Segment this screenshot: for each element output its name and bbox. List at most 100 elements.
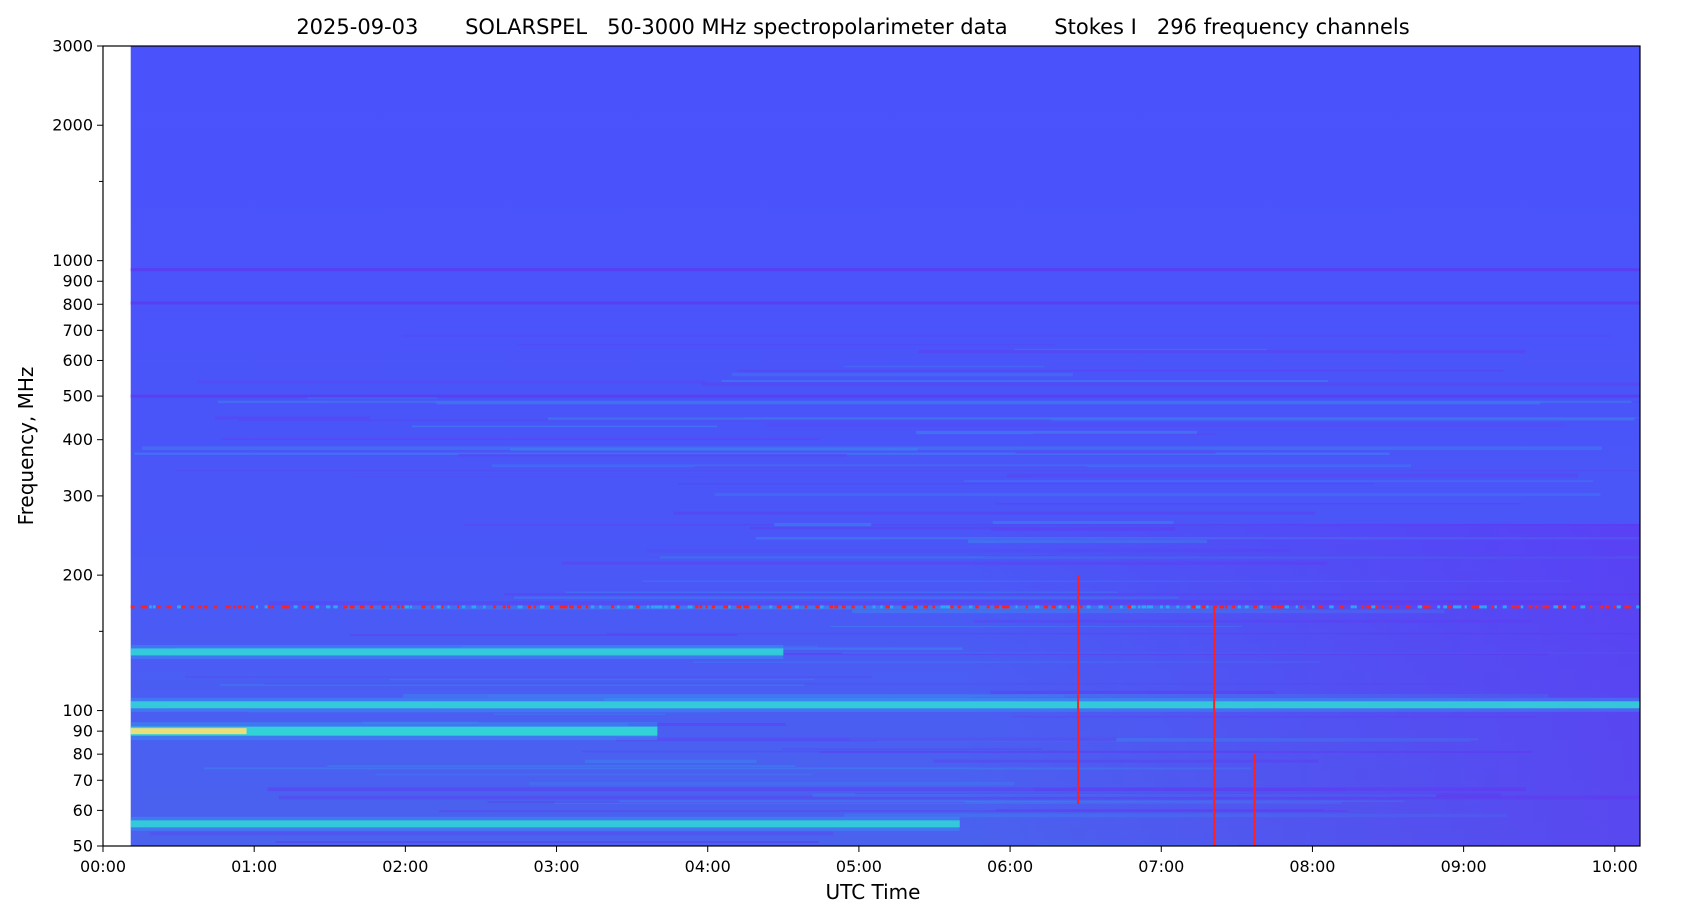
- x-tick-label: 10:00: [1592, 857, 1638, 876]
- rfi-dot: [842, 605, 846, 609]
- y-tick-label: 90: [73, 722, 93, 741]
- x-axis: 00:00 01:00 02:00 03:00 04:00 05:00 06:00 07:00…: [80, 846, 1638, 876]
- rfi-dot: [237, 605, 241, 609]
- rfi-dot: [723, 605, 729, 609]
- rfi-dot: [1051, 605, 1056, 609]
- rfi-dot: [1067, 605, 1070, 609]
- rfi-dot: [664, 605, 668, 609]
- y-tick-label: 100: [62, 701, 93, 720]
- rfi-dot: [1080, 605, 1083, 609]
- rfi-dot: [243, 605, 247, 609]
- rfi-dot: [1195, 605, 1201, 609]
- heatmap-texture: [411, 425, 718, 428]
- band-halo: [130, 697, 1640, 712]
- rfi-dot: [144, 605, 148, 609]
- rfi-dot: [396, 605, 400, 609]
- rfi-dot: [1276, 605, 1280, 609]
- y-tick-label: 60: [73, 801, 93, 820]
- x-tick-label: 06:00: [987, 857, 1033, 876]
- rfi-dot: [651, 605, 654, 609]
- rfi-dot: [457, 605, 460, 609]
- band-halo: [130, 722, 658, 741]
- rfi-dot: [281, 605, 287, 609]
- rfi-dot: [834, 605, 839, 609]
- rfi-dot: [743, 605, 748, 609]
- heatmap-texture: [175, 470, 1640, 472]
- rfi-dot: [585, 605, 589, 609]
- rfi-dot: [203, 605, 208, 609]
- rfi-dot: [945, 605, 951, 609]
- rfi-dot: [1443, 605, 1448, 609]
- rfi-dot: [1425, 605, 1431, 609]
- rfi-dot: [447, 605, 450, 609]
- rfi-dot: [1141, 605, 1147, 609]
- rfi-dot: [1371, 605, 1376, 609]
- x-tick-label: 00:00: [80, 857, 126, 876]
- rfi-dot: [549, 605, 554, 609]
- rfi-dot: [533, 605, 536, 609]
- x-tick-label: 04:00: [685, 857, 731, 876]
- rfi-dot: [1120, 605, 1123, 609]
- rfi-dot: [705, 605, 708, 609]
- rfi-dot: [1015, 605, 1018, 609]
- rfi-dot: [1284, 605, 1289, 609]
- heatmap-texture: [677, 483, 1375, 485]
- rfi-dot: [577, 605, 582, 609]
- rfi-dot: [1542, 605, 1545, 609]
- rfi-dot: [528, 605, 531, 609]
- rfi-dot: [1471, 605, 1476, 609]
- rfi-dot: [599, 605, 602, 609]
- rfi-dot: [343, 605, 348, 609]
- heatmap-texture: [737, 369, 1504, 373]
- rfi-dot: [559, 605, 564, 609]
- rfi-dot: [436, 605, 441, 609]
- band-halo: [130, 816, 960, 831]
- rfi-dot: [851, 605, 855, 609]
- rfi-dot: [1366, 605, 1371, 609]
- rfi-dot: [1219, 605, 1224, 609]
- rfi-dot: [471, 605, 477, 609]
- rfi-dot: [1165, 605, 1170, 609]
- heatmap-texture: [694, 465, 1087, 468]
- rfi-dot: [333, 605, 338, 609]
- heatmap-texture: [491, 464, 1412, 468]
- rfi-dot: [1590, 605, 1593, 609]
- rfi-dot: [1340, 605, 1345, 609]
- rfi-dot: [969, 605, 973, 609]
- rfi-dot: [1025, 605, 1028, 609]
- rfi-dot: [1300, 605, 1303, 609]
- heatmap-texture: [673, 511, 1315, 515]
- heatmap-texture: [1033, 433, 1218, 436]
- rfi-dot: [1259, 605, 1263, 609]
- rfi-dot: [1456, 605, 1462, 609]
- heatmap-texture: [196, 380, 706, 384]
- heatmap-texture: [964, 480, 1594, 482]
- x-tick-label: 01:00: [231, 857, 277, 876]
- rfi-dot: [271, 605, 274, 609]
- rfi-dot: [181, 605, 185, 609]
- rfi-dot: [1422, 605, 1428, 609]
- rfi-dot: [794, 605, 799, 609]
- rfi-dot: [1191, 605, 1197, 609]
- band-mark: [130, 726, 658, 736]
- rfi-dot: [1108, 605, 1112, 609]
- rfi-dot: [1244, 605, 1249, 609]
- rfi-dot: [1354, 605, 1357, 609]
- rfi-dot: [156, 605, 161, 609]
- y-tick-label: 200: [62, 566, 93, 585]
- rfi-dot: [950, 605, 954, 609]
- heatmap-texture: [214, 416, 370, 420]
- y-tick-label: 300: [62, 486, 93, 505]
- rfi-dot: [1375, 605, 1379, 609]
- rfi-dot: [1146, 605, 1152, 609]
- rfi-dot: [166, 605, 171, 609]
- rfi-dot: [1329, 605, 1334, 609]
- rfi-dot: [1636, 605, 1640, 609]
- rfi-dot: [1159, 605, 1163, 609]
- y-tick-label: 600: [62, 351, 93, 370]
- y-axis: 50 60 70 80 90 100 200 300 400 500 600 700 800 900 100…: [52, 37, 103, 856]
- rfi-dot: [940, 605, 946, 609]
- heatmap-texture: [516, 344, 1056, 346]
- rfi-dot: [699, 605, 703, 609]
- rfi-dot: [301, 605, 306, 609]
